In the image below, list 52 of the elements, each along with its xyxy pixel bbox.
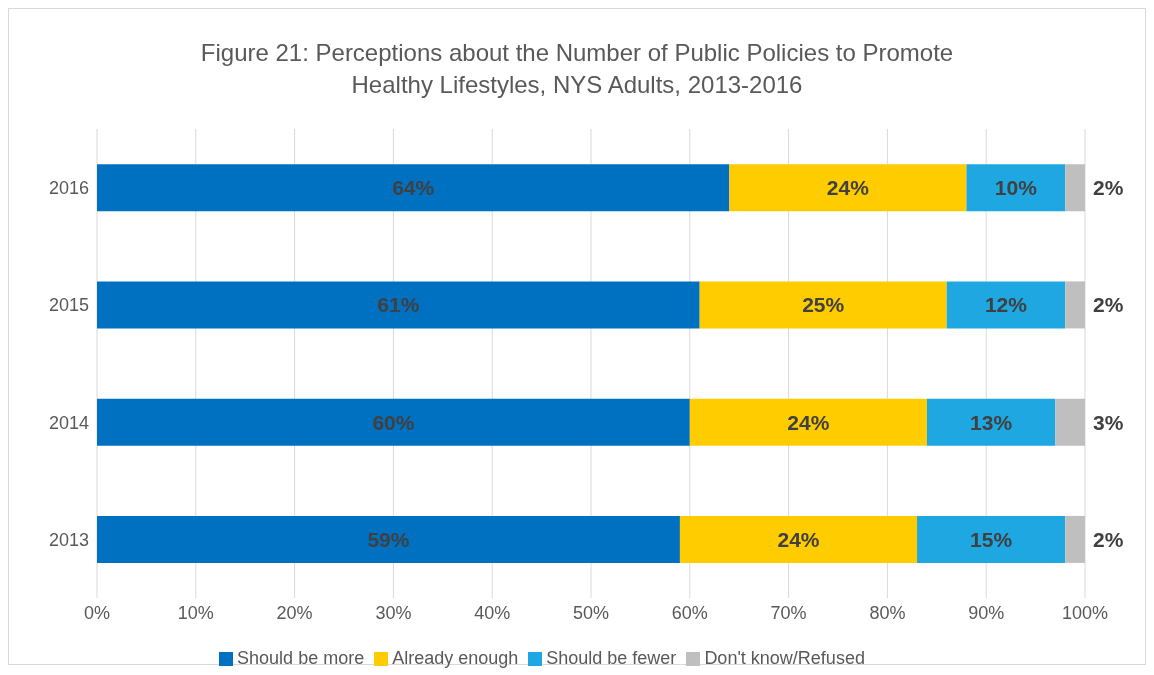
bar — [689, 398, 927, 446]
bar — [97, 515, 680, 563]
data-label: 59% — [367, 527, 410, 551]
data-label: 25% — [802, 293, 845, 317]
data-label: 24% — [787, 410, 830, 434]
bar — [97, 398, 690, 446]
data-label: 2% — [1093, 176, 1124, 200]
bar — [966, 164, 1066, 212]
x-tick-label: 20% — [276, 602, 313, 623]
y-tick-label: 2013 — [48, 529, 89, 550]
bar — [926, 398, 1056, 446]
legend-label: Don't know/Refused — [704, 648, 865, 668]
y-tick-label: 2016 — [48, 178, 89, 199]
data-label: 24% — [777, 527, 820, 551]
x-tick-label: 40% — [474, 602, 511, 623]
y-tick-label: 2014 — [48, 412, 89, 433]
data-label: 12% — [984, 293, 1028, 317]
data-label: 15% — [970, 527, 1013, 551]
x-tick-label: 50% — [572, 602, 610, 623]
data-label: 2% — [1093, 293, 1124, 317]
x-tick-label: 80% — [869, 602, 906, 623]
y-tick-label: 2015 — [48, 295, 89, 316]
legend-label: Already enough — [392, 648, 519, 668]
bar — [699, 281, 947, 329]
data-label: 3% — [1093, 410, 1124, 434]
data-label: 10% — [994, 176, 1038, 200]
bar — [1065, 515, 1085, 563]
x-tick-label: 10% — [177, 602, 214, 623]
chart-title: Figure 21: Perceptions about the Number of Public Policies to Promote Healthy Lifestyles, NYS Adults, 2013-2016 — [199, 38, 955, 100]
bar — [97, 281, 700, 329]
x-tick-label: 60% — [671, 602, 708, 623]
data-label: 60% — [372, 410, 415, 434]
data-label: 61% — [377, 293, 420, 317]
bar — [729, 164, 967, 212]
bar — [679, 515, 918, 563]
data-label: 13% — [970, 410, 1013, 434]
x-tick-label: 70% — [770, 602, 807, 623]
bar — [946, 281, 1066, 329]
data-label: 24% — [826, 176, 870, 200]
x-tick-label: 100% — [1061, 602, 1109, 623]
bar — [1065, 164, 1085, 212]
x-tick-label: 90% — [968, 602, 1005, 623]
bar — [1055, 398, 1085, 446]
legend-label: Should be fewer — [546, 648, 677, 668]
data-label: 64% — [392, 176, 435, 200]
bar — [1065, 281, 1085, 329]
data-label: 2% — [1093, 527, 1124, 551]
x-tick-label: 30% — [375, 602, 412, 623]
bar — [917, 515, 1066, 563]
x-tick-label: 0% — [83, 602, 111, 623]
legend-label: Should be more — [237, 648, 365, 668]
bar — [97, 164, 730, 212]
